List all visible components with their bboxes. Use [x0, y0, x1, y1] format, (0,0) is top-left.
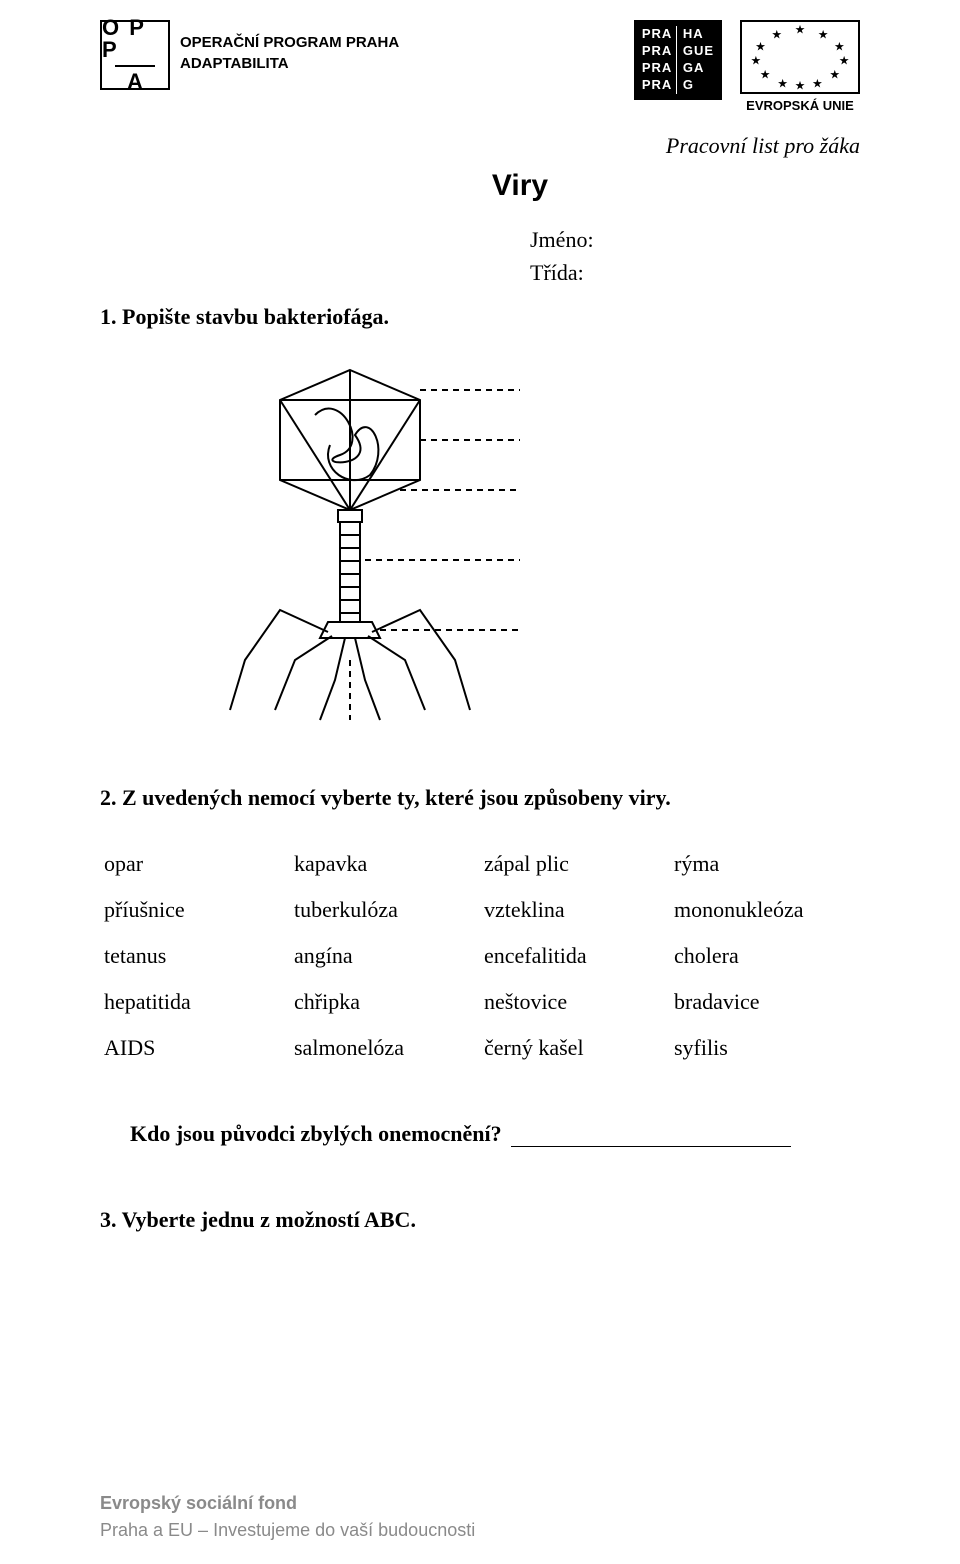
disease-cell: rýma [670, 841, 860, 887]
praha-r3c0: PRA [642, 77, 676, 94]
eu-label: EVROPSKÁ UNIE [740, 98, 860, 113]
worksheet-label: Pracovní list pro žáka [100, 133, 860, 159]
page-title: Viry [180, 169, 860, 203]
eu-flag-icon: ★ ★ ★ ★ ★ ★ ★ ★ ★ ★ ★ ★ [740, 20, 860, 94]
disease-cell: angína [290, 933, 480, 979]
disease-cell: příušnice [100, 887, 290, 933]
opp-text-line1: OPERAČNÍ PROGRAM PRAHA [180, 32, 399, 53]
praha-logo: PRAHA PRAGUE PRAGA PRAG [634, 20, 722, 100]
question-2: 2. Z uvedených nemocí vyberte ty, které … [100, 785, 860, 811]
opp-logo: O P P A [100, 20, 170, 90]
footer-line1: Evropský sociální fond [100, 1490, 475, 1517]
table-row: AIDS salmonelóza černý kašel syfilis [100, 1025, 860, 1071]
disease-cell: encefalitida [480, 933, 670, 979]
opp-logo-line1: O P P [102, 17, 168, 61]
praha-r2c1: GA [676, 60, 705, 77]
disease-cell: tetanus [100, 933, 290, 979]
disease-cell: neštovice [480, 979, 670, 1025]
opp-logo-line2: A [127, 71, 143, 93]
disease-cell: opar [100, 841, 290, 887]
disease-cell: bradavice [670, 979, 860, 1025]
question-1: 1. Popište stavbu bakteriofága. [100, 304, 860, 330]
disease-cell: zápal plic [480, 841, 670, 887]
praha-r1c1: GUE [676, 43, 714, 60]
opp-logo-divider [115, 65, 155, 67]
eu-block: ★ ★ ★ ★ ★ ★ ★ ★ ★ ★ ★ ★ EVROPSKÁ UNIE [740, 20, 860, 113]
bacteriophage-diagram [220, 360, 560, 745]
disease-cell: tuberkulóza [290, 887, 480, 933]
name-class-block: Jméno: Třída: [530, 223, 860, 289]
opp-text: OPERAČNÍ PROGRAM PRAHA ADAPTABILITA [180, 20, 399, 74]
table-row: tetanus angína encefalitida cholera [100, 933, 860, 979]
disease-cell: syfilis [670, 1025, 860, 1071]
disease-table: opar kapavka zápal plic rýma příušnice t… [100, 841, 860, 1071]
question-3: 3. Vyberte jednu z možností ABC. [100, 1207, 860, 1233]
header: O P P A OPERAČNÍ PROGRAM PRAHA ADAPTABIL… [100, 20, 860, 113]
praha-r1c0: PRA [642, 43, 676, 60]
table-row: opar kapavka zápal plic rýma [100, 841, 860, 887]
name-label: Jméno: [530, 223, 860, 256]
bacteriophage-svg [220, 360, 560, 740]
opp-block: O P P A OPERAČNÍ PROGRAM PRAHA ADAPTABIL… [100, 20, 399, 90]
praha-r0c1: HA [676, 26, 704, 43]
right-logos: PRAHA PRAGUE PRAGA PRAG ★ ★ ★ ★ ★ ★ ★ ★ … [634, 20, 860, 113]
disease-cell: hepatitida [100, 979, 290, 1025]
disease-cell: mononukleóza [670, 887, 860, 933]
disease-cell: kapavka [290, 841, 480, 887]
table-row: příušnice tuberkulóza vzteklina mononukl… [100, 887, 860, 933]
praha-r3c1: G [676, 77, 694, 94]
disease-cell: AIDS [100, 1025, 290, 1071]
followup-question: Kdo jsou původci zbylých onemocnění? [130, 1121, 860, 1147]
footer-line2: Praha a EU – Investujeme do vaší budoucn… [100, 1517, 475, 1544]
disease-cell: chřipka [290, 979, 480, 1025]
footer: Evropský sociální fond Praha a EU – Inve… [100, 1490, 475, 1544]
answer-blank[interactable] [511, 1146, 791, 1147]
disease-cell: salmonelóza [290, 1025, 480, 1071]
disease-cell: cholera [670, 933, 860, 979]
table-row: hepatitida chřipka neštovice bradavice [100, 979, 860, 1025]
followup-text: Kdo jsou původci zbylých onemocnění? [130, 1121, 502, 1146]
class-label: Třída: [530, 256, 860, 289]
praha-r2c0: PRA [642, 60, 676, 77]
opp-text-line2: ADAPTABILITA [180, 53, 399, 74]
praha-r0c0: PRA [642, 26, 676, 43]
disease-cell: vzteklina [480, 887, 670, 933]
disease-cell: černý kašel [480, 1025, 670, 1071]
